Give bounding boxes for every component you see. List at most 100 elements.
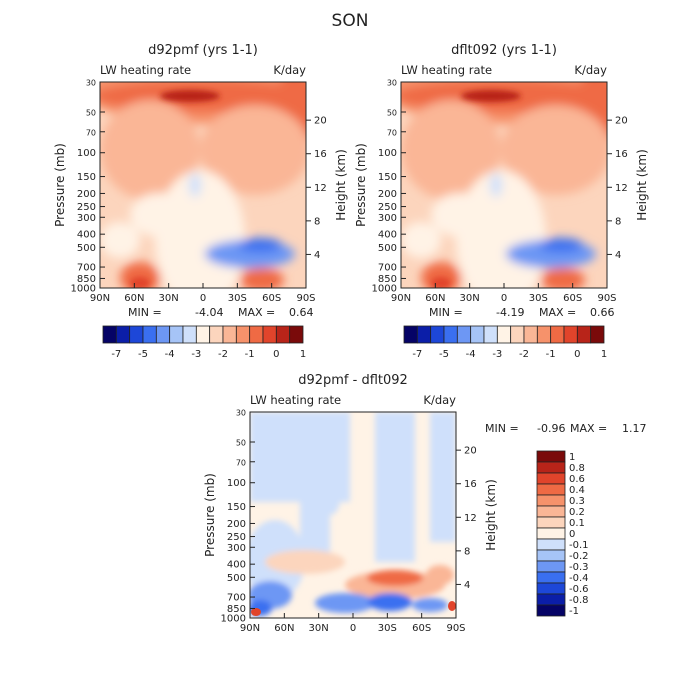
colorbar-swatch [536, 571, 566, 584]
x-tick-label: 90N [391, 293, 411, 304]
panel-1-title: d92pmf (yrs 1-1) [148, 43, 258, 58]
x-tick-label: 90N [90, 293, 110, 304]
y-tick-label: 250 [227, 532, 246, 543]
y-tick-label: 50 [86, 109, 96, 118]
colorbar-swatch [550, 325, 565, 344]
y-tick-right-label: 4 [615, 250, 621, 261]
x-tick-label: 30S [228, 293, 247, 304]
colorbar-label: 1 [569, 452, 575, 463]
panel-2-max-value: 0.66 [590, 306, 615, 319]
panel-2-subtitle-right: K/day [574, 63, 607, 77]
colorbar-swatch [563, 325, 578, 344]
colorbar-swatch [536, 527, 566, 540]
x-tick-label: 90S [446, 623, 465, 634]
colorbar-swatch [536, 549, 566, 562]
colorbar-swatch [523, 325, 538, 344]
y-tick-label: 700 [378, 263, 397, 274]
colorbar-swatch [403, 325, 418, 344]
colorbar-swatch [262, 325, 277, 344]
panel-2-min-label: MIN = [429, 306, 463, 319]
colorbar-swatch [209, 325, 224, 344]
colorbar-label: -3 [492, 349, 502, 360]
colorbar-label: 0 [569, 529, 575, 540]
colorbar-swatch [155, 325, 171, 344]
x-tick-label: 30S [529, 293, 548, 304]
colorbar-swatch [536, 560, 566, 573]
colorbar-swatch [576, 325, 592, 344]
panel-3-max-label: MAX = [570, 422, 607, 435]
x-tick-label: 90S [296, 293, 315, 304]
panel-1-colorbar: -7 -5 -4 -3 -2 -1 0 1 [102, 325, 306, 360]
colorbar-label: -3 [191, 349, 201, 360]
colorbar-swatch [195, 325, 211, 344]
colorbar-label: -0.3 [569, 562, 589, 573]
y-tick-right-label: 8 [615, 216, 621, 227]
panel-1-ylabel-right: Height (km) [334, 149, 348, 220]
y-tick-right-label: 16 [314, 149, 327, 160]
colorbar-swatch [536, 538, 566, 551]
x-tick-label: 90S [597, 293, 616, 304]
x-tick-label: 60N [124, 293, 144, 304]
y-tick-label: 500 [378, 243, 397, 254]
y-tick-label: 300 [227, 543, 246, 554]
y-tick-label: 50 [236, 439, 246, 448]
x-tick-label: 0 [350, 623, 356, 634]
x-tick-label: 60S [412, 623, 431, 634]
colorbar-swatch [536, 582, 566, 595]
panel-2-field [401, 82, 607, 288]
x-tick-label: 60S [563, 293, 582, 304]
colorbar-swatch [536, 494, 566, 507]
panel-3-subtitle-left: LW heating rate [250, 393, 341, 407]
y-tick-right-label: 4 [314, 250, 320, 261]
y-tick-right-label: 8 [464, 546, 470, 557]
y-tick-right-label: 12 [464, 513, 477, 524]
y-tick-label: 70 [86, 128, 96, 137]
colorbar-swatch [536, 461, 566, 474]
colorbar-label: -1 [245, 349, 255, 360]
y-tick-label: 850 [227, 604, 246, 615]
x-tick-label: 30N [460, 293, 480, 304]
panel-2-title: dflt092 (yrs 1-1) [451, 43, 557, 58]
panel-2-colorbar: -7 -5 -4 -3 -2 -1 0 1 [403, 325, 607, 360]
colorbar-swatch [222, 325, 237, 344]
panel-2-ylabel-right: Height (km) [635, 149, 649, 220]
colorbar-label: -5 [439, 349, 449, 360]
y-tick-label: 250 [378, 202, 397, 213]
y-tick-right-label: 16 [464, 479, 477, 490]
y-tick-label: 150 [77, 172, 96, 183]
colorbar-label: 0.8 [569, 463, 585, 474]
colorbar-label: -4 [165, 349, 175, 360]
colorbar-swatch [249, 325, 264, 344]
y-tick-label: 300 [77, 213, 96, 224]
y-tick-label: 50 [387, 109, 397, 118]
colorbar-label: -0.2 [569, 551, 589, 562]
y-tick-label: 400 [77, 230, 96, 241]
colorbar-swatch [115, 325, 131, 344]
y-tick-right-label: 12 [615, 183, 628, 194]
colorbar-swatch [275, 325, 291, 344]
panel-1-subtitle-right: K/day [273, 63, 306, 77]
colorbar-swatch [430, 325, 445, 344]
colorbar-swatch [590, 325, 605, 344]
y-tick-label: 500 [77, 243, 96, 254]
colorbar-swatch [536, 604, 566, 617]
panel-2-subtitle-left: LW heating rate [401, 63, 492, 77]
y-tick-label: 200 [77, 189, 96, 200]
x-tick-label: 30N [309, 623, 329, 634]
colorbar-swatch [536, 483, 566, 496]
panel-2: dflt092 (yrs 1-1) LW heating rate K/day [354, 43, 649, 360]
colorbar-swatch [169, 325, 184, 344]
panel-3-field [250, 412, 456, 618]
colorbar-label: 0 [574, 349, 580, 360]
colorbar-swatch [102, 325, 117, 344]
y-tick-label: 200 [378, 189, 397, 200]
y-tick-label: 700 [227, 593, 246, 604]
colorbar-swatch [416, 325, 432, 344]
colorbar-swatch [536, 325, 552, 344]
panel-1-subtitle-left: LW heating rate [100, 63, 191, 77]
x-tick-label: 0 [501, 293, 507, 304]
y-tick-label: 30 [236, 409, 246, 418]
colorbar-label: -0.8 [569, 595, 589, 606]
colorbar-label: -5 [138, 349, 148, 360]
